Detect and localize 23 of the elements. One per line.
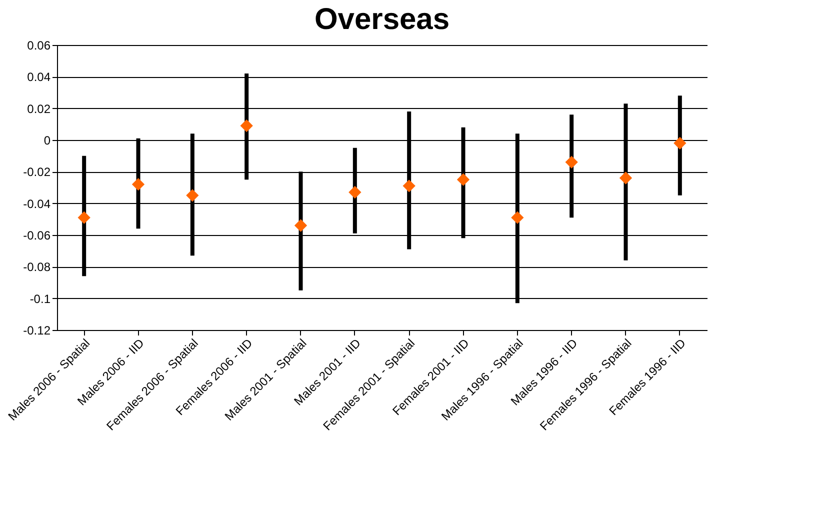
y-tick-label: -0.06 <box>23 228 51 242</box>
y-tick-label: 0 <box>44 134 51 148</box>
point <box>511 211 524 224</box>
y-tick-label: 0.02 <box>27 102 51 116</box>
y-tick-label: 0.06 <box>27 38 51 52</box>
chart-title: Overseas <box>314 3 450 36</box>
y-tick-label: -0.08 <box>23 260 51 274</box>
point <box>456 173 470 186</box>
y-tick-label: 0.04 <box>27 70 51 84</box>
y-tick-label: -0.12 <box>23 324 51 338</box>
point <box>78 211 90 224</box>
point <box>348 186 362 199</box>
point <box>565 156 578 168</box>
y-tick-label: -0.1 <box>30 292 51 306</box>
y-tick-label: -0.02 <box>23 165 51 180</box>
point <box>294 219 308 232</box>
point <box>402 180 416 192</box>
point <box>674 136 686 150</box>
point <box>240 119 253 132</box>
point <box>186 189 199 202</box>
y-tick-label: -0.04 <box>23 196 51 211</box>
point <box>619 172 632 184</box>
point <box>132 178 145 191</box>
